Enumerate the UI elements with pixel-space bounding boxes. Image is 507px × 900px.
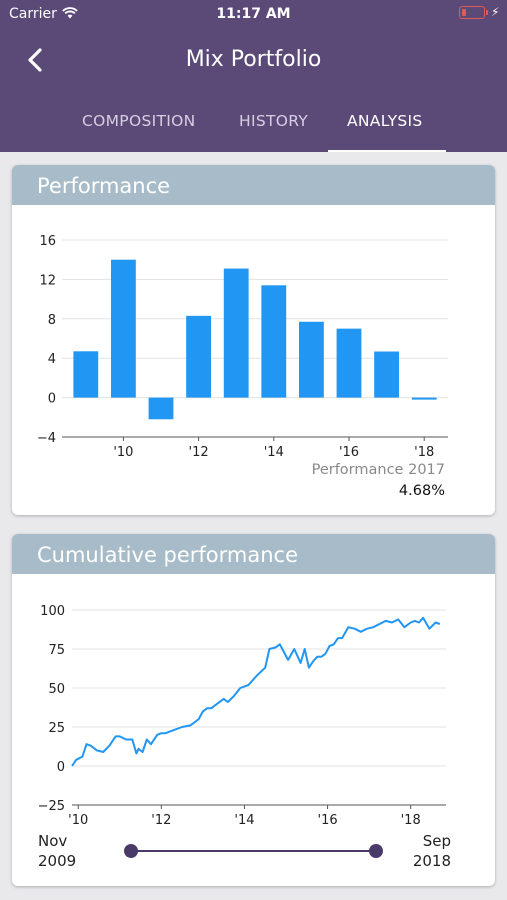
y-tick-label: 25 (48, 721, 65, 736)
tab-bar: COMPOSITION HISTORY ANALYSIS (0, 108, 507, 152)
slider-end-handle[interactable] (369, 844, 383, 858)
battery-icon (459, 6, 488, 19)
bar-2009 (73, 351, 99, 398)
y-tick-label: −25 (38, 799, 65, 814)
y-tick-label: 0 (57, 760, 65, 775)
range-start-year: 2009 (38, 852, 77, 870)
back-button[interactable] (22, 42, 54, 78)
x-tick-label: '10 (113, 445, 133, 460)
performance-bar-chart: 16 12 8 4 0 −4 '10 '12 '14 '16 '18 (37, 234, 448, 460)
wifi-icon (62, 6, 78, 23)
bar-2011 (148, 397, 174, 420)
bar-2017 (374, 351, 400, 398)
performance-card: Performance 16 12 8 4 0 −4 '10 '12 '14 '16 '18 Per… (12, 165, 495, 515)
y-tick-label: 16 (39, 234, 56, 249)
x-tick-label: '14 (234, 813, 254, 828)
y-tick-label: 50 (48, 682, 65, 697)
page-title: Mix Portfolio (185, 47, 322, 72)
cumulative-line-chart: 100 75 50 25 0 −25'10 '12 '14 '16 '18 (38, 604, 446, 828)
x-tick-label: '12 (189, 445, 209, 460)
bar-2010 (110, 259, 136, 398)
range-end-label: Sep 2018 (413, 831, 451, 871)
y-tick-label: 8 (48, 313, 56, 328)
x-tick-label: '16 (339, 445, 359, 460)
performance-card-title: Performance (12, 165, 495, 205)
x-tick-label: '18 (401, 813, 421, 828)
x-tick-label: '18 (414, 445, 434, 460)
carrier-label: Carrier (9, 6, 57, 22)
cumulative-card-title: Cumulative performance (12, 534, 495, 574)
bar-2014 (261, 285, 287, 398)
y-tick-label: −4 (37, 431, 56, 446)
x-tick-label: '14 (264, 445, 284, 460)
y-tick-label: 4 (48, 352, 56, 367)
bar-2018 (411, 397, 437, 400)
chevron-left-icon (28, 48, 42, 72)
y-tick-label: 75 (48, 643, 65, 658)
range-start-label: Nov 2009 (38, 831, 76, 871)
selected-performance-label: Performance 2017 (311, 462, 445, 478)
x-tick-label: '12 (151, 813, 171, 828)
charging-icon: ⚡ (491, 5, 500, 19)
clock: 11:17 AM (216, 6, 291, 22)
bar-2016 (336, 328, 362, 398)
selected-performance-value: 4.68% (398, 483, 445, 499)
status-bar: Carrier 11:17 AM ⚡ (0, 0, 507, 30)
range-end-month: Sep (422, 832, 451, 850)
y-tick-label: 12 (39, 273, 56, 288)
app-header: Carrier 11:17 AM ⚡ Mix Portfolio COMPOSI… (0, 0, 507, 152)
y-tick-label: 0 (48, 392, 56, 407)
bar-2012 (186, 315, 212, 398)
slider-start-handle[interactable] (124, 844, 138, 858)
cumulative-series-line (71, 616, 441, 767)
active-tab-indicator (328, 150, 446, 152)
tab-composition[interactable]: COMPOSITION (82, 112, 196, 130)
tab-history[interactable]: HISTORY (239, 112, 309, 130)
tab-analysis[interactable]: ANALYSIS (347, 112, 423, 130)
y-tick-label: 100 (40, 604, 65, 619)
range-end-year: 2018 (412, 852, 451, 870)
x-tick-label: '10 (68, 813, 88, 828)
cumulative-performance-card: Cumulative performance 100 75 50 25 0 −25'10 '… (12, 534, 495, 886)
date-range-slider[interactable] (12, 836, 495, 866)
bar-2013 (223, 268, 249, 398)
x-tick-label: '16 (318, 813, 338, 828)
range-start-month: Nov (38, 832, 68, 850)
bar-2015 (298, 321, 324, 398)
